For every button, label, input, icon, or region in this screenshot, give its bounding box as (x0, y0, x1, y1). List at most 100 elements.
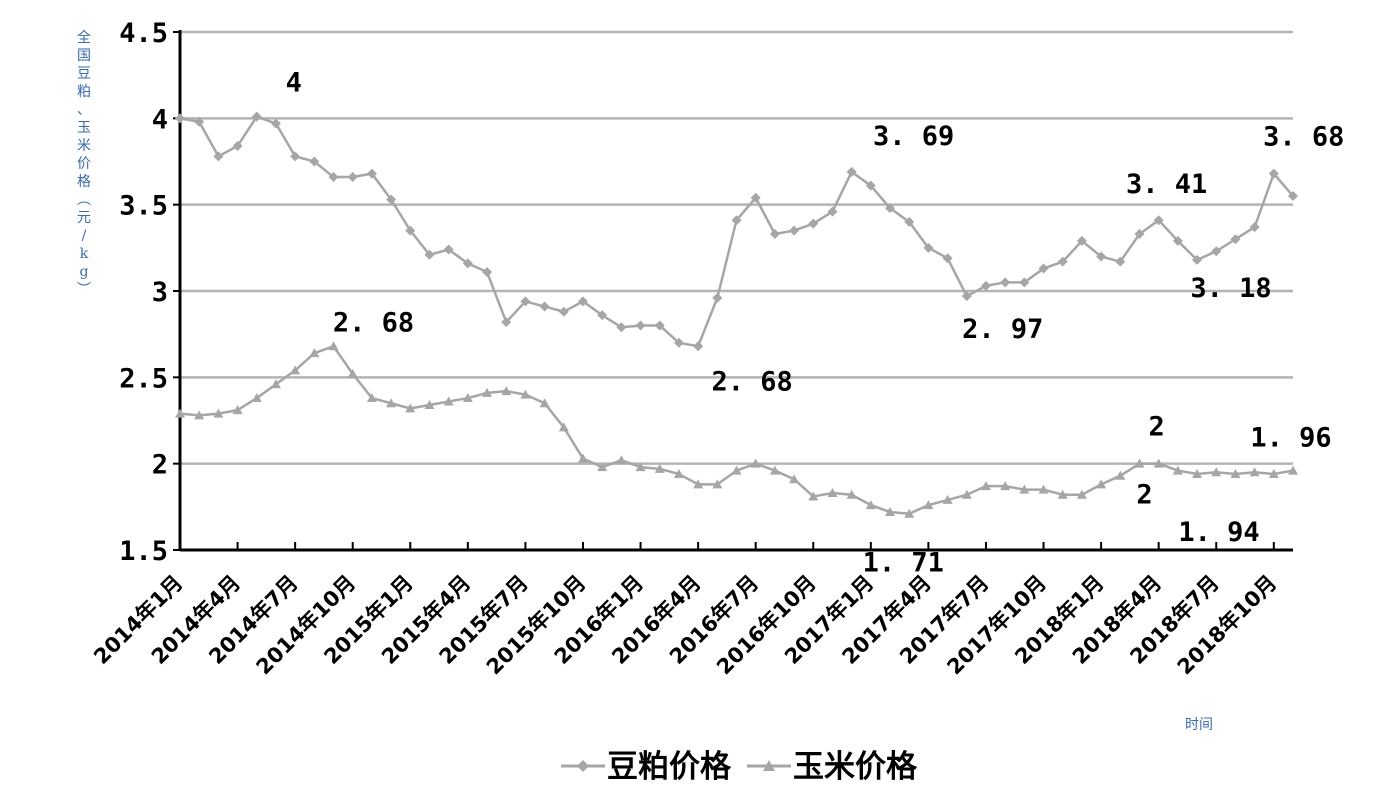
data-point (1211, 246, 1222, 257)
y-axis-title-char: 米 (77, 138, 91, 154)
data-point (175, 408, 185, 418)
data-point (347, 172, 358, 183)
x-tick-label: 2015年10月 (482, 571, 591, 680)
y-axis-title-char: k (80, 246, 89, 262)
data-point (347, 368, 358, 378)
data-point (980, 280, 991, 291)
data-point (980, 481, 991, 491)
data-point (405, 403, 416, 413)
data-point (290, 365, 301, 375)
data-point (270, 118, 281, 129)
data-point (1230, 469, 1241, 479)
series-markers (175, 111, 1298, 518)
y-axis-title-char: 元 (77, 210, 91, 226)
data-point (1019, 277, 1030, 288)
data-point (328, 341, 339, 351)
y-tick-label: 3 (152, 277, 168, 308)
data-point (731, 465, 742, 475)
y-tick-labels: 1.5 2 2.5 3 3.5 4 4.5 (119, 18, 168, 567)
data-point (386, 398, 397, 408)
data-point (424, 399, 435, 409)
data-point (865, 180, 876, 191)
data-point (386, 194, 397, 205)
data-point (194, 116, 205, 127)
data-point (1268, 168, 1279, 179)
legend: 豆粕价格 玉米价格 (561, 749, 918, 785)
data-point (923, 242, 934, 253)
data-point (1153, 215, 1164, 226)
y-axis-title-char: 国 (77, 48, 91, 64)
data-point (1076, 235, 1087, 246)
data-label: 1. 94 (1178, 517, 1259, 548)
data-point (175, 113, 185, 124)
data-point (1249, 467, 1260, 477)
data-point (482, 267, 493, 278)
data-point (443, 244, 454, 255)
data-point (885, 203, 896, 214)
x-tick-label: 2017年10月 (942, 571, 1051, 680)
data-point (539, 398, 550, 408)
data-label: 3. 41 (1126, 169, 1207, 200)
data-point (827, 206, 838, 217)
y-axis-title-char: ︶ (77, 282, 91, 298)
data-point (1057, 489, 1068, 499)
data-point (673, 337, 684, 348)
x-tick-label: 2016年10月 (712, 571, 821, 680)
y-axis-title-char: 玉 (77, 120, 91, 136)
data-point (1172, 235, 1183, 246)
data-point (251, 393, 262, 403)
data-point (808, 218, 819, 229)
data-point (846, 489, 857, 499)
data-point (654, 320, 665, 331)
data-point (501, 386, 512, 396)
data-point (750, 458, 761, 468)
data-label: 2. 97 (962, 314, 1043, 345)
legend-label: 玉米价格 (793, 749, 918, 785)
y-axis-title-char: 格 (77, 174, 91, 190)
data-point (616, 455, 627, 465)
y-axis-title-char: 全 (77, 29, 91, 46)
data-point (1230, 234, 1241, 245)
data-point (1192, 469, 1203, 479)
y-tick-label: 2 (152, 450, 168, 481)
data-label: 1. 71 (863, 548, 944, 579)
data-point (846, 166, 857, 177)
y-axis-title-char: 价 (77, 156, 91, 172)
data-label: 2 (1149, 412, 1165, 443)
data-point (1249, 222, 1260, 233)
data-point (520, 389, 531, 399)
data-label: 3. 69 (873, 121, 954, 152)
data-point (309, 156, 320, 167)
data-point (693, 479, 704, 489)
y-axis-title-char: g (80, 264, 89, 280)
data-point (251, 111, 262, 122)
data-point (1115, 256, 1126, 267)
data-point (443, 396, 454, 406)
data-point (789, 474, 800, 484)
data-point (808, 491, 819, 501)
data-point (1019, 484, 1030, 494)
data-point (1192, 254, 1203, 265)
data-point (1134, 229, 1145, 240)
data-point (213, 151, 224, 162)
data-point (769, 229, 780, 240)
data-point (904, 216, 915, 227)
data-point (520, 296, 531, 307)
data-point (1000, 277, 1011, 288)
data-point (673, 469, 684, 479)
data-point (942, 494, 953, 504)
x-axis-title: 时间 (1185, 717, 1213, 733)
data-point (539, 301, 550, 312)
data-point (923, 500, 934, 510)
data-point (1153, 458, 1164, 468)
data-point (558, 422, 569, 432)
data-point (577, 296, 588, 307)
data-point (405, 225, 416, 236)
data-point (1115, 470, 1126, 480)
data-point (366, 168, 377, 179)
data-point (1038, 484, 1049, 494)
data-point (827, 488, 838, 498)
data-point (1000, 481, 1011, 491)
data-point (194, 410, 205, 420)
